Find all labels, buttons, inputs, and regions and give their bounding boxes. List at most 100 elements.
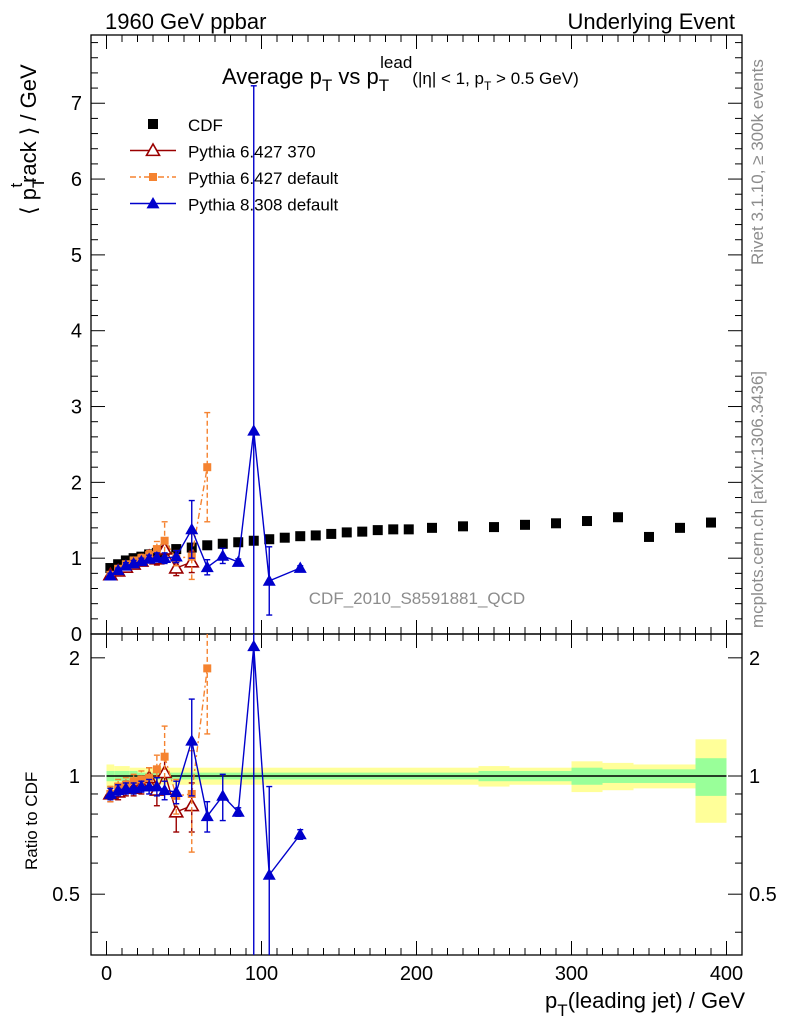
data-point [158, 783, 172, 796]
data-point [644, 531, 654, 542]
data-point [185, 734, 199, 746]
data-point [217, 538, 228, 549]
ratio-y-tick-label: 0.5 [52, 884, 80, 906]
data-point [160, 536, 169, 545]
ratio-y-tick-label-right: 0.5 [749, 884, 777, 906]
data-point [200, 560, 214, 573]
data-point [264, 534, 275, 545]
data-point [231, 555, 245, 567]
data-point [613, 512, 623, 523]
y-tick-label: 3 [71, 397, 82, 419]
data-point [185, 522, 199, 535]
data-point [489, 522, 499, 533]
data-point [233, 537, 244, 548]
data-point [145, 773, 154, 782]
main-plot: 0 1 2 3 4 5 6 7 [71, 34, 743, 646]
data-point [520, 519, 530, 530]
data-point [168, 559, 185, 574]
rivet-label: Rivet 3.1.10, ≥ 300k events [748, 59, 767, 265]
data-point [341, 527, 352, 538]
main-ylabel: ⟨ pTtrack ⟩ / GeV [7, 64, 48, 215]
series-pythia-8-308-default [103, 634, 307, 955]
header-left: 1960 GeV ppbar [105, 9, 266, 34]
data-point [279, 532, 290, 543]
data-point [247, 424, 261, 436]
header-right: Underlying Event [567, 9, 735, 34]
data-point [103, 569, 117, 581]
ratio-ylabel: Ratio to CDF [22, 772, 41, 870]
data-point [152, 545, 161, 554]
data-point [216, 789, 230, 801]
y-tick-label: 5 [71, 245, 82, 267]
data-point [111, 563, 125, 576]
data-point [149, 173, 157, 181]
data-point [169, 550, 183, 562]
y-tick-label: 6 [71, 169, 82, 191]
data-point [129, 777, 138, 786]
data-point [262, 868, 276, 880]
data-point [388, 524, 399, 535]
data-point [103, 787, 117, 799]
data-point [582, 516, 592, 527]
series-pythia-6-427-default [106, 634, 212, 853]
x-tick-label: 400 [710, 963, 743, 985]
data-point [427, 522, 437, 533]
y-tick-label: 4 [71, 321, 82, 343]
legend-item: Pythia 6.427 370 [130, 142, 316, 162]
x-tick-label: 200 [400, 963, 433, 985]
data-point [247, 639, 261, 652]
data-point [403, 524, 414, 535]
data-point [675, 522, 685, 533]
y-tick-label: 0 [71, 624, 82, 646]
data-point [706, 517, 716, 528]
data-point [146, 197, 160, 209]
series-pythia-8-308-default [103, 85, 307, 634]
data-point [158, 551, 172, 564]
y-tick-label: 2 [71, 472, 82, 494]
data-point [357, 526, 368, 537]
legend-label: Pythia 6.427 default [188, 169, 339, 188]
data-point [145, 142, 161, 157]
x-tick-label: 100 [245, 963, 278, 985]
y-tick-label: 7 [71, 93, 82, 115]
data-point [372, 525, 383, 536]
data-point [551, 518, 561, 529]
data-point [310, 530, 321, 541]
data-point [231, 805, 245, 817]
legend-item: Pythia 8.308 default [130, 196, 339, 215]
legend-item: CDF [148, 116, 223, 135]
ratio-y-tick-label-right: 2 [749, 648, 760, 670]
legend: CDF Pythia 6.427 370 Pythia 6.427 default P… [130, 116, 339, 215]
x-tick-label: 0 [101, 963, 112, 985]
x-tick-label: 300 [555, 963, 588, 985]
data-point [171, 544, 182, 555]
series-line [110, 646, 301, 877]
data-point [150, 550, 164, 563]
data-point [202, 540, 213, 551]
data-point [203, 463, 212, 472]
data-point [293, 827, 307, 840]
data-point [137, 775, 146, 784]
data-point [152, 765, 161, 774]
legend-label: Pythia 8.308 default [188, 196, 339, 215]
main-title: Average pT vs pTlead(|η| < 1, pT > 0.5 G… [222, 53, 579, 95]
band-green [695, 758, 727, 796]
ratio-y-tick-label: 1 [69, 766, 80, 788]
data-point [295, 531, 306, 542]
data-point [458, 521, 468, 532]
data-point [200, 809, 214, 822]
data-point [160, 752, 169, 761]
y-tick-label: 1 [71, 548, 82, 570]
data-point [262, 574, 276, 586]
data-point [148, 119, 158, 129]
data-point [150, 780, 164, 792]
data-point [293, 561, 307, 573]
legend-label: Pythia 6.427 370 [188, 143, 316, 162]
data-point [203, 664, 212, 673]
data-point [216, 549, 230, 561]
data-point [326, 528, 337, 539]
data-point [169, 785, 183, 797]
ratio-plot: 0 100 200 300 400 0.5 0.5 1 1 2 2 [52, 633, 777, 985]
legend-label: CDF [188, 116, 223, 135]
